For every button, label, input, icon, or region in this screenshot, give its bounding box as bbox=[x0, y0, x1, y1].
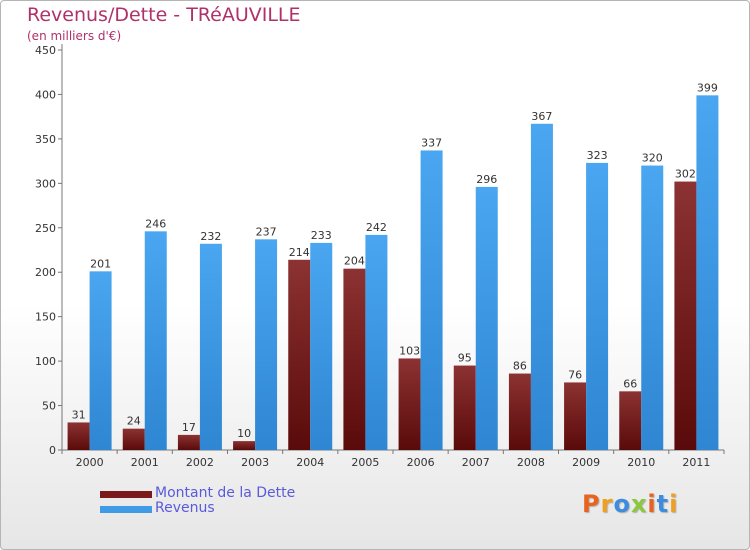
y-tick-label: 350 bbox=[35, 133, 56, 146]
bar-revenue bbox=[530, 123, 553, 451]
logo-letter: x bbox=[630, 490, 648, 518]
data-label: 323 bbox=[587, 149, 608, 162]
x-tick-label: 2010 bbox=[627, 456, 655, 469]
data-label: 24 bbox=[127, 415, 141, 428]
data-label: 232 bbox=[200, 230, 221, 243]
bar-debt bbox=[564, 382, 587, 450]
data-label: 10 bbox=[237, 427, 251, 440]
bar-debt bbox=[67, 422, 90, 450]
data-label: 302 bbox=[675, 168, 696, 181]
logo-letter: o bbox=[613, 490, 631, 518]
bar-debt bbox=[453, 365, 476, 450]
x-tick-label: 2008 bbox=[517, 456, 545, 469]
data-label: 201 bbox=[90, 257, 111, 270]
data-label: 86 bbox=[513, 360, 527, 373]
logo-letter: P bbox=[582, 490, 601, 518]
x-tick-label: 2006 bbox=[407, 456, 435, 469]
bar-revenue bbox=[475, 186, 498, 450]
bar-revenue bbox=[255, 239, 278, 450]
bar-debt bbox=[398, 358, 421, 450]
data-label: 103 bbox=[399, 344, 420, 357]
x-tick-label: 2000 bbox=[76, 456, 104, 469]
logo-letter: i bbox=[669, 490, 679, 518]
data-label: 246 bbox=[145, 217, 166, 230]
x-tick-label: 2009 bbox=[572, 456, 600, 469]
x-tick-label: 2007 bbox=[462, 456, 490, 469]
proxiti-logo: Proxiti bbox=[582, 490, 678, 518]
data-label: 214 bbox=[289, 246, 310, 259]
y-tick-label: 0 bbox=[49, 444, 56, 457]
data-label: 320 bbox=[642, 152, 663, 165]
bar-revenue bbox=[365, 234, 388, 450]
bar-revenue bbox=[641, 165, 664, 451]
data-label: 242 bbox=[366, 221, 387, 234]
data-label: 76 bbox=[568, 368, 582, 381]
data-label: 31 bbox=[72, 408, 86, 421]
bar-revenue bbox=[696, 95, 719, 450]
x-tick-label: 2001 bbox=[131, 456, 159, 469]
x-tick-label: 2005 bbox=[351, 456, 379, 469]
y-tick-label: 100 bbox=[35, 355, 56, 368]
legend-label-debt: Montant de la Dette bbox=[155, 485, 296, 501]
bar-debt bbox=[619, 391, 642, 450]
data-label: 204 bbox=[344, 255, 365, 268]
bar-debt bbox=[674, 181, 697, 451]
data-label: 337 bbox=[421, 136, 442, 149]
x-tick-label: 2002 bbox=[186, 456, 214, 469]
y-tick-label: 400 bbox=[35, 88, 56, 101]
data-label: 95 bbox=[458, 352, 472, 365]
chart-title: Revenus/Dette - TRéAUVILLE bbox=[27, 4, 301, 26]
bar-debt bbox=[177, 434, 200, 450]
logo-letter: i bbox=[647, 490, 657, 518]
data-label: 367 bbox=[531, 110, 552, 123]
data-label: 296 bbox=[476, 173, 497, 186]
legend-swatch-debt bbox=[100, 491, 152, 498]
data-label: 237 bbox=[256, 225, 277, 238]
data-label: 399 bbox=[697, 81, 718, 94]
data-label: 233 bbox=[311, 229, 332, 242]
data-label: 66 bbox=[623, 377, 637, 390]
y-tick-label: 150 bbox=[35, 311, 56, 324]
bar-revenue bbox=[420, 150, 443, 450]
logo-letter: r bbox=[600, 490, 614, 518]
bar-debt bbox=[288, 259, 311, 450]
legend-swatch-revenue bbox=[100, 506, 152, 513]
data-label: 17 bbox=[182, 421, 196, 434]
bar-revenue bbox=[89, 271, 112, 450]
bar-debt bbox=[508, 373, 531, 450]
y-tick-label: 50 bbox=[42, 400, 56, 413]
y-tick-label: 200 bbox=[35, 266, 56, 279]
bar-revenue bbox=[310, 242, 333, 450]
bar-debt bbox=[343, 268, 366, 450]
bar-revenue bbox=[199, 243, 222, 450]
y-tick-label: 450 bbox=[35, 44, 56, 57]
chart-subtitle: (en milliers d'€) bbox=[27, 29, 122, 43]
x-tick-label: 2011 bbox=[682, 456, 710, 469]
x-tick-label: 2003 bbox=[241, 456, 269, 469]
legend-label-revenue: Revenus bbox=[155, 500, 215, 516]
bar-debt bbox=[233, 441, 256, 450]
y-tick-label: 250 bbox=[35, 222, 56, 235]
y-tick-label: 300 bbox=[35, 177, 56, 190]
logo-letter: t bbox=[656, 490, 670, 518]
bar-revenue bbox=[586, 162, 609, 450]
x-tick-label: 2004 bbox=[296, 456, 324, 469]
bar-debt bbox=[122, 428, 145, 450]
bar-revenue bbox=[144, 231, 167, 450]
